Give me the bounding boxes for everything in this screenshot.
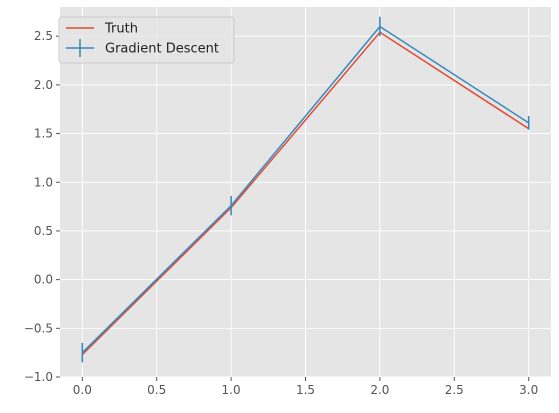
y-tick-label: 1.5 [34, 127, 53, 141]
x-tick-label: 1.5 [296, 383, 315, 397]
y-tick-label: 2.5 [34, 29, 53, 43]
y-tick-label: 0.5 [34, 224, 53, 238]
y-tick-label: −1.0 [24, 370, 53, 384]
y-tick-label: 1.0 [34, 175, 53, 189]
x-tick-label: 3.0 [519, 383, 538, 397]
series [81, 16, 530, 363]
legend: Truth Gradient Descent [58, 16, 235, 64]
x-tick-label: 0.5 [147, 383, 166, 397]
y-tick-label: −0.5 [24, 321, 53, 335]
legend-box [58, 16, 235, 64]
series-line-truth [81, 31, 530, 356]
x-tick-label: 1.0 [222, 383, 241, 397]
x-tick-label: 0.0 [73, 383, 92, 397]
axis-ticks: 0.0 0.5 1.0 1.5 2.0 2.5 3.0 −1.0 −0.5 0.0 0.5 1.0 1.… [24, 29, 538, 397]
series-line-gradient-descent [81, 25, 530, 354]
x-tick-label: 2.5 [445, 383, 464, 397]
y-tick-label: 2.0 [34, 78, 53, 92]
legend-label-truth: Truth [104, 22, 138, 37]
legend-label-gradient-descent: Gradient Descent [105, 42, 219, 57]
x-tick-label: 2.0 [370, 383, 389, 397]
y-tick-label: 0.0 [34, 273, 53, 287]
grid [60, 7, 551, 378]
